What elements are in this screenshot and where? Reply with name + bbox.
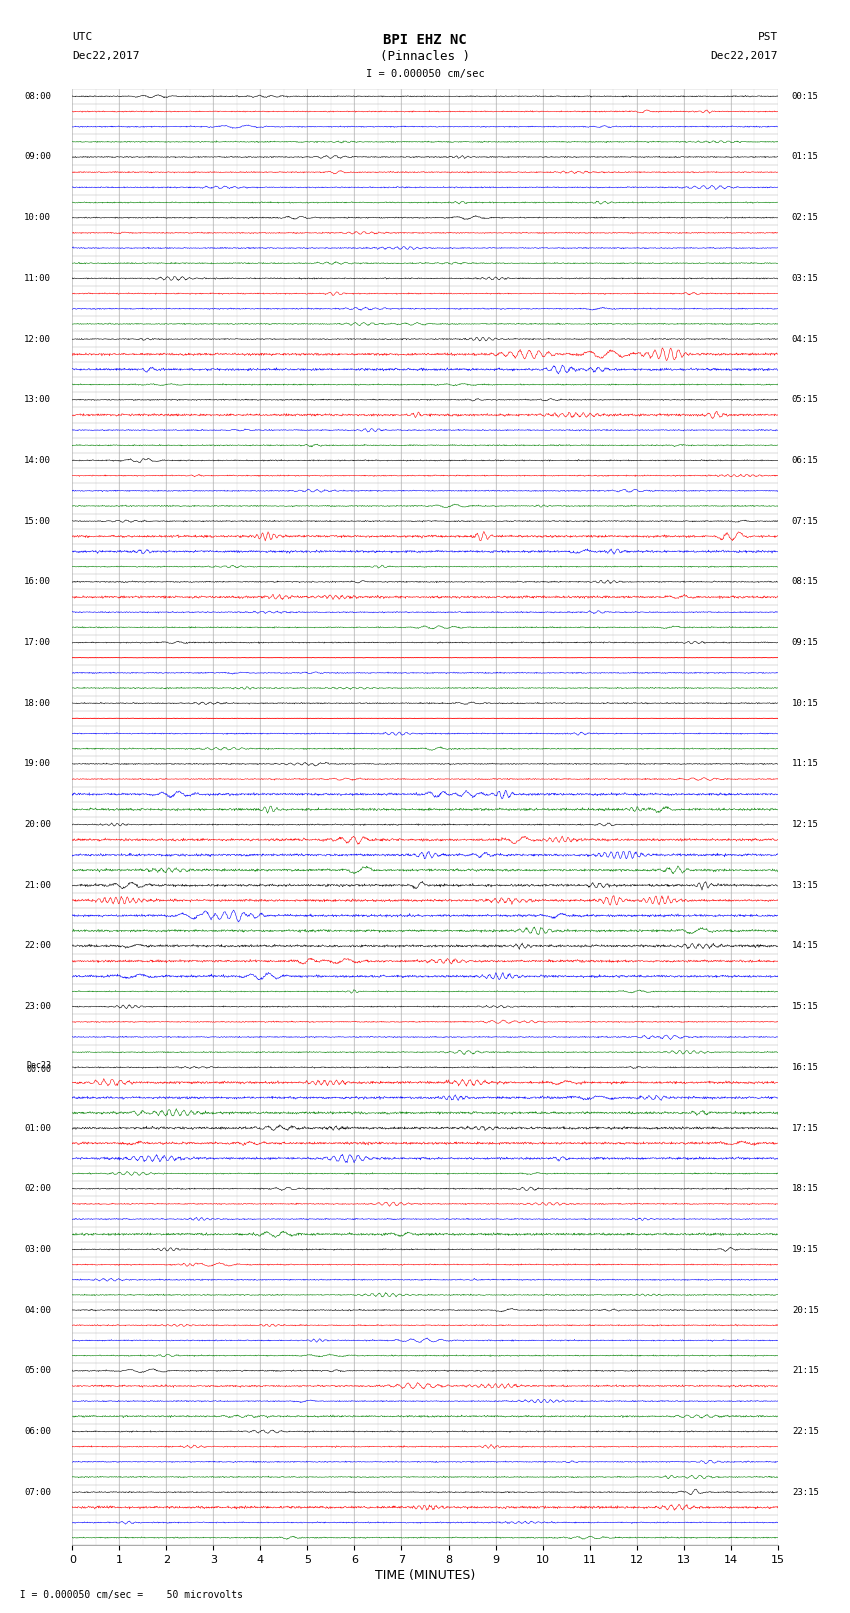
Text: 16:00: 16:00 xyxy=(24,577,51,586)
Text: (Pinnacles ): (Pinnacles ) xyxy=(380,50,470,63)
Text: 22:00: 22:00 xyxy=(24,942,51,950)
Text: 02:15: 02:15 xyxy=(792,213,819,223)
Text: 12:00: 12:00 xyxy=(24,334,51,344)
Text: 22:15: 22:15 xyxy=(792,1428,819,1436)
Text: 08:15: 08:15 xyxy=(792,577,819,586)
Text: Dec22,2017: Dec22,2017 xyxy=(72,52,139,61)
Text: 06:00: 06:00 xyxy=(24,1428,51,1436)
Text: 15:15: 15:15 xyxy=(792,1002,819,1011)
Text: 13:00: 13:00 xyxy=(24,395,51,405)
Text: 03:15: 03:15 xyxy=(792,274,819,282)
Text: 09:00: 09:00 xyxy=(24,153,51,161)
Text: 19:00: 19:00 xyxy=(24,760,51,768)
Text: 20:15: 20:15 xyxy=(792,1305,819,1315)
Text: Dec22,2017: Dec22,2017 xyxy=(711,52,778,61)
Text: 14:00: 14:00 xyxy=(24,456,51,465)
Text: PST: PST xyxy=(757,32,778,42)
Text: I = 0.000050 cm/sec: I = 0.000050 cm/sec xyxy=(366,69,484,79)
Text: 07:00: 07:00 xyxy=(24,1487,51,1497)
Text: 05:00: 05:00 xyxy=(24,1366,51,1376)
Text: 10:15: 10:15 xyxy=(792,698,819,708)
Text: 15:00: 15:00 xyxy=(24,516,51,526)
Text: 18:00: 18:00 xyxy=(24,698,51,708)
Text: 00:00: 00:00 xyxy=(26,1065,51,1074)
Text: 09:15: 09:15 xyxy=(792,639,819,647)
Text: 16:15: 16:15 xyxy=(792,1063,819,1071)
Text: 00:15: 00:15 xyxy=(792,92,819,100)
Text: 10:00: 10:00 xyxy=(24,213,51,223)
Text: 04:00: 04:00 xyxy=(24,1305,51,1315)
Text: 23:15: 23:15 xyxy=(792,1487,819,1497)
Text: 20:00: 20:00 xyxy=(24,819,51,829)
Text: 07:15: 07:15 xyxy=(792,516,819,526)
Text: I = 0.000050 cm/sec =    50 microvolts: I = 0.000050 cm/sec = 50 microvolts xyxy=(8,1590,243,1600)
Text: 06:15: 06:15 xyxy=(792,456,819,465)
Text: 03:00: 03:00 xyxy=(24,1245,51,1253)
Text: 08:00: 08:00 xyxy=(24,92,51,100)
Text: 01:15: 01:15 xyxy=(792,153,819,161)
Text: 13:15: 13:15 xyxy=(792,881,819,890)
Text: UTC: UTC xyxy=(72,32,93,42)
Text: 14:15: 14:15 xyxy=(792,942,819,950)
Text: 05:15: 05:15 xyxy=(792,395,819,405)
X-axis label: TIME (MINUTES): TIME (MINUTES) xyxy=(375,1569,475,1582)
Text: 21:15: 21:15 xyxy=(792,1366,819,1376)
Text: BPI EHZ NC: BPI EHZ NC xyxy=(383,32,467,47)
Text: 11:15: 11:15 xyxy=(792,760,819,768)
Text: 02:00: 02:00 xyxy=(24,1184,51,1194)
Text: Dec23: Dec23 xyxy=(26,1061,51,1069)
Text: 11:00: 11:00 xyxy=(24,274,51,282)
Text: 04:15: 04:15 xyxy=(792,334,819,344)
Text: 17:15: 17:15 xyxy=(792,1124,819,1132)
Text: 19:15: 19:15 xyxy=(792,1245,819,1253)
Text: 21:00: 21:00 xyxy=(24,881,51,890)
Text: 17:00: 17:00 xyxy=(24,639,51,647)
Text: 18:15: 18:15 xyxy=(792,1184,819,1194)
Text: 01:00: 01:00 xyxy=(24,1124,51,1132)
Text: 12:15: 12:15 xyxy=(792,819,819,829)
Text: 23:00: 23:00 xyxy=(24,1002,51,1011)
